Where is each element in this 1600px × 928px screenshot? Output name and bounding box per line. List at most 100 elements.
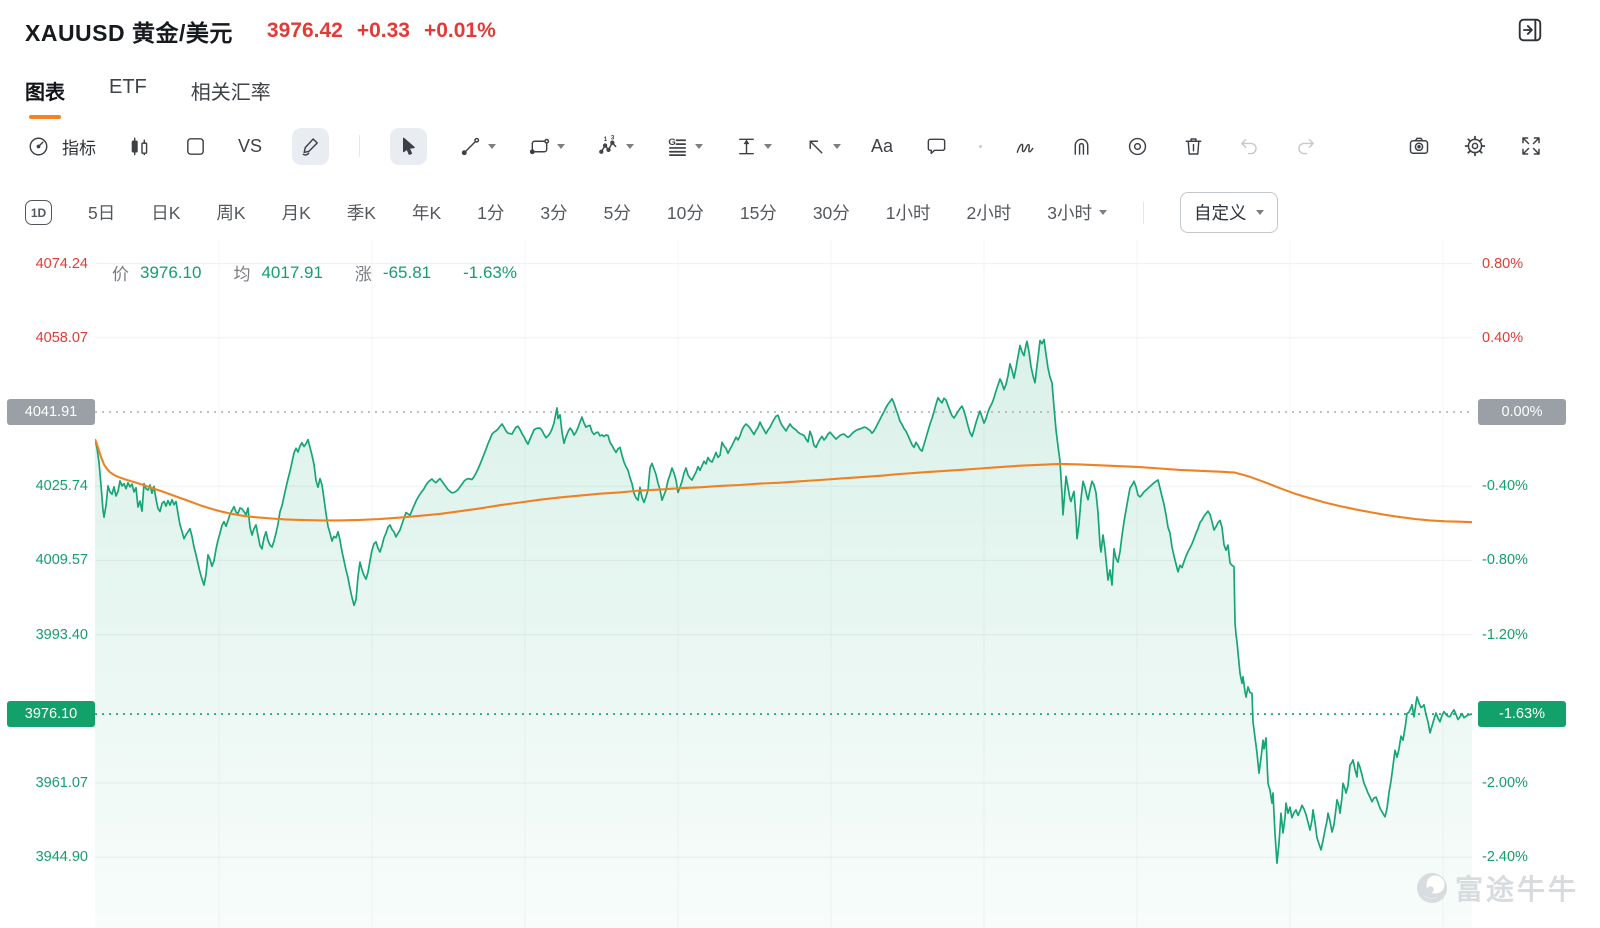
signature-icon[interactable] bbox=[1012, 133, 1038, 159]
chevron-down-icon bbox=[1256, 210, 1265, 215]
gann-tool[interactable]: G bbox=[664, 133, 704, 159]
axis-percent-label: 0.80% bbox=[1482, 256, 1524, 272]
trendline-icon bbox=[457, 133, 483, 159]
redo-icon[interactable] bbox=[1292, 133, 1318, 159]
axis-percent-label: -0.80% bbox=[1482, 552, 1528, 568]
custom-period-button[interactable]: 自定义 bbox=[1179, 192, 1279, 233]
arrow-up-left-icon bbox=[802, 133, 828, 159]
period-item[interactable]: 月K bbox=[281, 203, 311, 223]
period-item[interactable]: 2小时 bbox=[966, 203, 1012, 223]
arrow-tool[interactable] bbox=[802, 133, 842, 159]
period-item[interactable]: 日K bbox=[151, 203, 181, 223]
period-item[interactable]: 1小时 bbox=[885, 203, 931, 223]
eye-icon[interactable] bbox=[1124, 133, 1150, 159]
draw-pencil-icon[interactable] bbox=[292, 127, 330, 165]
chevron-down-icon[interactable] bbox=[695, 143, 704, 149]
tab-related-rates-label: 相关汇率 bbox=[190, 82, 271, 104]
active-tab-underline bbox=[29, 115, 61, 119]
shape-icon bbox=[526, 133, 552, 159]
tab-chart-label: 图表 bbox=[25, 82, 65, 104]
period-item[interactable]: 15分 bbox=[739, 203, 777, 223]
period-item[interactable]: 30分 bbox=[812, 203, 850, 223]
dot-separator bbox=[979, 144, 983, 148]
chart-canvas[interactable] bbox=[95, 240, 1472, 928]
trash-icon[interactable] bbox=[1180, 133, 1206, 159]
text-tool-button[interactable]: Aa bbox=[871, 135, 894, 156]
header: XAUUSD 黄金/美元 3976.42 +0.33 +0.01% bbox=[25, 14, 1560, 48]
period-item[interactable]: 3小时 bbox=[1047, 200, 1107, 225]
chevron-down-icon[interactable] bbox=[833, 143, 842, 149]
legend-price-value: 3976.10 bbox=[140, 262, 202, 282]
period-item[interactable]: 季K bbox=[346, 203, 376, 223]
prev-close-badge: 0.00% bbox=[1478, 399, 1566, 425]
watermark: 富途牛牛 bbox=[1416, 868, 1579, 908]
chevron-down-icon[interactable] bbox=[557, 143, 566, 149]
indicators-button[interactable]: 指标 bbox=[25, 133, 96, 159]
tab-bar: 图表 ETF 相关汇率 bbox=[25, 76, 271, 119]
gauge-icon bbox=[25, 133, 51, 159]
collapse-panel-icon[interactable] bbox=[1516, 16, 1544, 47]
cursor-icon[interactable] bbox=[390, 127, 428, 165]
legend-change-value: -65.81 bbox=[382, 262, 432, 282]
period-1d-button[interactable]: 1D bbox=[25, 200, 52, 225]
chevron-down-icon[interactable] bbox=[488, 143, 497, 149]
axis-price-label: 4009.57 bbox=[35, 552, 88, 568]
price-chart[interactable]: 4074.24 4058.07 4041.91 4025.74 4009.57 3993.… bbox=[0, 240, 1600, 928]
tab-etf[interactable]: ETF bbox=[109, 76, 147, 119]
period-bar: 1D 5日 日K 周K 月K 季K 年K 1分 3分 5分 10分 15分 30分 1小时 2小时 3小时 … bbox=[25, 192, 1279, 233]
camera-icon[interactable] bbox=[1406, 133, 1432, 159]
tab-chart[interactable]: 图表 bbox=[25, 76, 65, 119]
chevron-down-icon[interactable] bbox=[1098, 210, 1107, 215]
gann-lines-icon: G bbox=[664, 133, 690, 159]
measure-tool[interactable] bbox=[733, 133, 773, 159]
price-change-percent: +0.01% bbox=[423, 19, 496, 42]
watermark-text: 富途牛牛 bbox=[1455, 874, 1580, 905]
last-price-badge: -1.63% bbox=[1478, 701, 1566, 727]
axis-price-label: 4058.07 bbox=[35, 330, 88, 346]
axis-price-label: 3944.90 bbox=[35, 849, 88, 865]
legend-change-label: 涨 bbox=[354, 265, 372, 284]
axis-percent-label: -1.20% bbox=[1482, 627, 1528, 643]
svg-text:3: 3 bbox=[610, 135, 614, 141]
legend-price-label: 价 bbox=[112, 265, 129, 284]
period-item[interactable]: 10分 bbox=[666, 203, 704, 223]
candlestick-icon[interactable] bbox=[126, 133, 152, 159]
tab-etf-label: ETF bbox=[109, 76, 147, 98]
futu-logo-icon bbox=[1417, 873, 1447, 903]
price-range-icon bbox=[733, 133, 759, 159]
axis-percent-label: -0.40% bbox=[1482, 478, 1528, 494]
gear-icon[interactable] bbox=[1462, 133, 1488, 159]
price-change: +0.33 bbox=[356, 19, 410, 42]
period-item[interactable]: 5分 bbox=[603, 203, 631, 223]
shape-tool[interactable] bbox=[526, 133, 566, 159]
compare-vs-button[interactable]: VS bbox=[238, 135, 263, 156]
prev-close-badge: 4041.91 bbox=[7, 399, 95, 425]
custom-period-label: 自定义 bbox=[1193, 203, 1247, 223]
period-item[interactable]: 周K bbox=[216, 203, 246, 223]
tab-related-rates[interactable]: 相关汇率 bbox=[191, 76, 271, 119]
period-item[interactable]: 5日 bbox=[88, 203, 116, 223]
chevron-down-icon[interactable] bbox=[764, 143, 773, 149]
square-chart-icon[interactable] bbox=[182, 133, 208, 159]
toolbar-separator bbox=[359, 135, 361, 157]
trendline-tool[interactable] bbox=[457, 133, 497, 159]
chevron-down-icon[interactable] bbox=[626, 143, 635, 149]
legend-avg-label: 均 bbox=[233, 265, 251, 284]
last-price: 3976.42 bbox=[266, 19, 343, 42]
undo-icon[interactable] bbox=[1236, 133, 1262, 159]
magnet-icon[interactable] bbox=[1068, 133, 1094, 159]
axis-percent-label: 0.40% bbox=[1482, 330, 1524, 346]
comment-icon[interactable] bbox=[923, 133, 949, 159]
axis-price-label: 4025.74 bbox=[35, 478, 88, 494]
legend-change-pct-value: -1.63% bbox=[463, 262, 517, 282]
svg-text:G: G bbox=[668, 137, 675, 148]
period-item[interactable]: 3分 bbox=[540, 203, 568, 223]
fullscreen-icon[interactable] bbox=[1518, 133, 1544, 159]
period-item[interactable]: 年K bbox=[411, 203, 442, 223]
axis-price-label: 4074.24 bbox=[35, 256, 88, 272]
period-item[interactable]: 1分 bbox=[477, 203, 505, 223]
